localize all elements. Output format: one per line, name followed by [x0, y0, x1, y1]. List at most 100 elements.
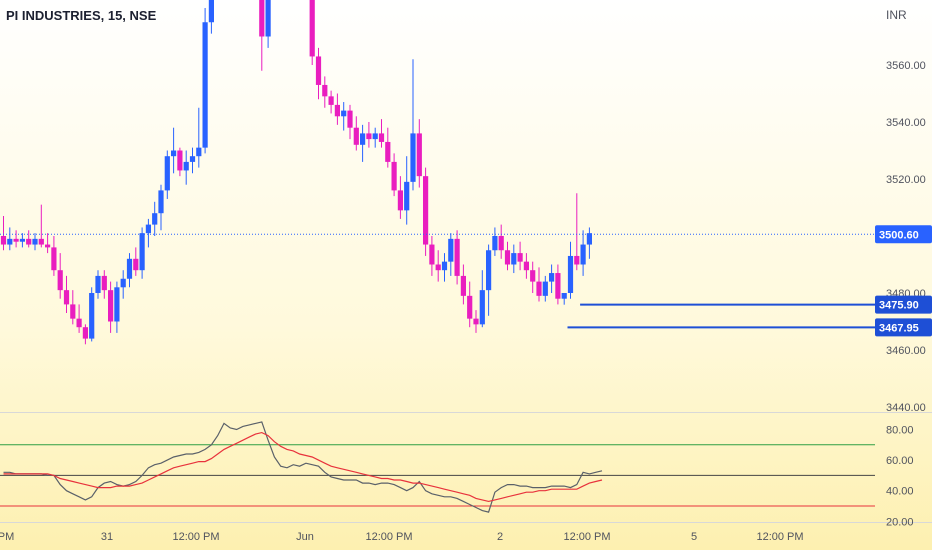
level-price-tag	[875, 318, 932, 337]
candle-body	[7, 238, 13, 245]
last-price-tag	[875, 225, 932, 244]
rsi-line	[3, 421, 603, 513]
candle-body	[542, 281, 548, 296]
candle-body	[536, 281, 542, 296]
price-axis-tick: 3560.00	[886, 60, 926, 72]
candle-body	[158, 190, 164, 214]
oscillator-axis-tick: 60.00	[886, 455, 914, 467]
candle-body	[89, 293, 95, 339]
candle-body	[152, 213, 158, 225]
candle-body	[63, 290, 70, 305]
level-price-tag	[875, 295, 932, 314]
candle-body	[32, 238, 38, 245]
candle-body	[76, 318, 82, 328]
candle-body	[347, 110, 353, 128]
candle-body	[120, 278, 126, 288]
candle-body	[385, 141, 391, 162]
candle-body	[574, 255, 580, 265]
candle-body	[397, 190, 403, 211]
candle-body	[366, 133, 372, 140]
candle-body	[315, 56, 322, 85]
candle-body	[26, 238, 32, 245]
candle-body	[208, 0, 214, 23]
candle-body	[567, 255, 574, 293]
candle-body	[404, 181, 410, 211]
candle-body	[492, 236, 498, 251]
time-axis-label: 12:00 PM	[563, 531, 610, 543]
candle-body	[523, 261, 529, 271]
candle-body	[38, 238, 44, 245]
candle-body	[202, 22, 208, 148]
candle-body	[177, 150, 183, 171]
oscillator-axis-tick: 40.00	[886, 486, 914, 498]
candle-body	[372, 133, 378, 140]
candle-body	[265, 0, 271, 37]
oscillator-axis-tick: 20.00	[886, 516, 914, 528]
candle-body	[530, 270, 536, 282]
candle-body	[561, 293, 567, 299]
candle-body	[504, 250, 511, 265]
candle-body	[441, 261, 448, 271]
candle-body	[95, 275, 101, 293]
level-price-label: 3475.90	[879, 300, 919, 312]
candle-body	[334, 104, 340, 117]
time-axis-label: PM	[0, 531, 14, 543]
candle-body	[341, 110, 347, 117]
price-axis-tick: 3520.00	[886, 174, 926, 186]
candle-body	[479, 290, 485, 325]
price-axis-tick: 3440.00	[886, 402, 926, 414]
candle-body	[309, 0, 315, 57]
candle-body	[460, 275, 466, 296]
candle-body	[0, 236, 7, 245]
candle-body	[133, 258, 139, 271]
candle-body	[391, 161, 397, 191]
candle-body	[378, 133, 385, 142]
candle-body	[429, 244, 435, 265]
candle-body	[57, 270, 63, 291]
candle-body	[189, 156, 196, 162]
candle-body	[45, 244, 51, 248]
currency-label: INR	[886, 8, 907, 22]
candle-body	[126, 258, 133, 279]
candle-body	[423, 176, 429, 245]
candle-body	[360, 133, 366, 145]
candle-body	[435, 264, 441, 271]
time-axis-label: Jun	[296, 531, 314, 543]
candle-body	[82, 327, 88, 339]
price-axis-tick: 3540.00	[886, 117, 926, 129]
level-price-label: 3467.95	[879, 322, 919, 334]
candle-body	[259, 0, 265, 37]
candle-body	[164, 156, 170, 191]
candle-body	[498, 236, 504, 251]
rsi-ma-line	[3, 431, 603, 503]
candle-body	[448, 238, 454, 262]
time-axis-label: 2	[497, 531, 503, 543]
price-axis-tick: 3460.00	[886, 345, 926, 357]
last-price-label: 3500.60	[879, 229, 919, 241]
candle-body	[586, 233, 592, 245]
candle-body	[467, 295, 473, 319]
candle-body	[322, 84, 328, 97]
candle-body	[108, 290, 114, 322]
candle-body	[13, 238, 19, 242]
candle-body	[19, 238, 25, 242]
candle-body	[183, 161, 189, 171]
time-axis-label: 5	[691, 531, 697, 543]
candle-body	[473, 318, 479, 325]
candle-body	[70, 304, 76, 319]
candle-body	[416, 133, 422, 177]
time-axis-label: 12:00 PM	[756, 531, 803, 543]
candle-body	[486, 250, 492, 291]
candle-body	[580, 244, 586, 265]
candle-body	[328, 96, 334, 105]
candle-body	[114, 287, 120, 322]
candle-body	[139, 233, 145, 271]
candle-body	[410, 133, 416, 182]
candle-body	[454, 238, 460, 276]
time-axis-label: 12:00 PM	[365, 531, 412, 543]
candle-body	[51, 247, 57, 271]
candle-body	[196, 147, 202, 157]
